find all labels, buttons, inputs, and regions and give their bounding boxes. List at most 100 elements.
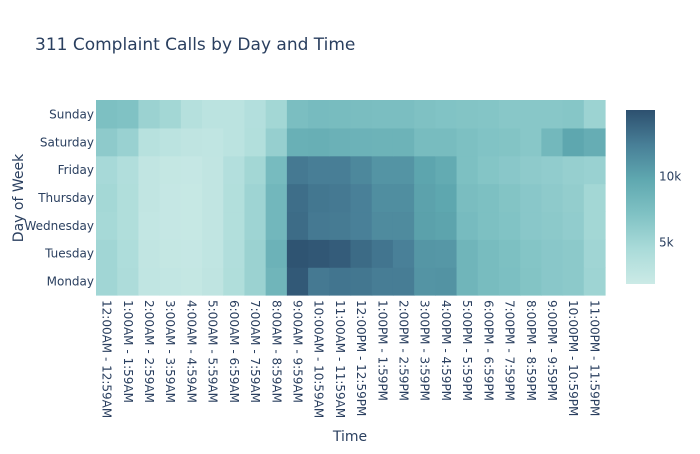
heatmap-cell	[286, 211, 309, 240]
heatmap-cell	[96, 267, 118, 296]
heatmap-cell	[180, 155, 203, 185]
heatmap-cell	[520, 211, 542, 240]
y-tick-label: Thursday	[37, 191, 94, 205]
heatmap-cell	[159, 100, 182, 129]
x-tick-label: 6:00PM - 6:59PM	[481, 300, 495, 401]
heatmap-cell	[414, 183, 436, 213]
heatmap-cell	[138, 211, 161, 240]
heatmap-cell	[159, 239, 182, 268]
heatmap-cell	[435, 127, 458, 157]
heatmap-cell	[202, 127, 224, 157]
heatmap-cell	[350, 183, 373, 213]
heatmap-cell	[350, 211, 373, 240]
x-tick-label: 7:00PM - 7:59PM	[503, 300, 517, 401]
heatmap-cell	[456, 239, 479, 268]
heatmap-cell	[562, 239, 585, 268]
heatmap-cell	[456, 100, 479, 129]
heatmap-cell	[159, 183, 182, 213]
heatmap-cell	[371, 127, 394, 157]
heatmap-cell	[286, 155, 309, 185]
heatmap-cell	[350, 239, 373, 268]
heatmap-cell	[117, 100, 140, 129]
heatmap-cell	[392, 211, 415, 240]
heatmap-cell	[498, 239, 521, 268]
heatmap-cell	[562, 183, 585, 213]
heatmap-cell	[477, 127, 500, 157]
heatmap-cell	[414, 267, 436, 296]
heatmap-cell	[159, 211, 182, 240]
heatmap-cell	[138, 155, 161, 185]
heatmap-cell	[520, 127, 542, 157]
heatmap-cell	[244, 211, 267, 240]
heatmap-cell	[117, 127, 140, 157]
x-tick-label: 1:00AM - 1:59AM	[121, 300, 135, 403]
heatmap-cell	[371, 183, 394, 213]
heatmap-cell	[498, 155, 521, 185]
heatmap-cell	[117, 211, 140, 240]
heatmap-cell	[329, 211, 352, 240]
heatmap-cell	[117, 155, 140, 185]
x-tick-label: 2:00AM - 2:59AM	[142, 300, 156, 403]
heatmap-cell	[265, 155, 288, 185]
x-tick-label: 10:00PM - 10:59PM	[566, 300, 580, 416]
heatmap-cell	[541, 267, 564, 296]
heatmap-cell	[202, 211, 224, 240]
heatmap-cell	[202, 267, 224, 296]
x-tick-label: 4:00PM - 4:59PM	[439, 300, 453, 401]
heatmap-cell	[392, 155, 415, 185]
heatmap-cell	[96, 239, 118, 268]
heatmap-cell	[202, 239, 224, 268]
heatmap-cell	[329, 239, 352, 268]
heatmap-cell	[456, 183, 479, 213]
heatmap-cell	[202, 155, 224, 185]
heatmap-cell	[265, 211, 288, 240]
heatmap-cell	[223, 155, 246, 185]
heatmap-cell	[180, 100, 203, 129]
heatmap-cell	[329, 183, 352, 213]
heatmap-cell	[498, 100, 521, 129]
heatmap-cell	[583, 239, 606, 268]
heatmap-cell	[583, 155, 606, 185]
chart-title: 311 Complaint Calls by Day and Time	[35, 35, 355, 55]
heatmap-cell	[180, 239, 203, 268]
y-tick-label: Tuesday	[44, 247, 94, 261]
x-tick-label: 9:00PM - 9:59PM	[545, 300, 559, 401]
heatmap-cell	[583, 127, 606, 157]
heatmap-cell	[117, 267, 140, 296]
heatmap-cell	[265, 183, 288, 213]
heatmap-cell	[477, 239, 500, 268]
heatmap-cell	[541, 239, 564, 268]
heatmap-cell	[392, 127, 415, 157]
heatmap-cell	[96, 100, 118, 129]
heatmap-cell	[159, 155, 182, 185]
heatmap-cell	[435, 267, 458, 296]
heatmap-cell	[159, 127, 182, 157]
y-tick-label: Saturday	[40, 135, 94, 149]
heatmap-cell	[308, 239, 330, 268]
x-tick-label: 10:00AM - 10:59AM	[312, 300, 326, 418]
heatmap-cell	[583, 100, 606, 129]
heatmap-cell	[265, 127, 288, 157]
heatmap-cell	[498, 127, 521, 157]
x-tick-label: 3:00AM - 3:59AM	[163, 300, 177, 403]
heatmap-cell	[180, 267, 203, 296]
heatmap-cell	[286, 267, 309, 296]
heatmap-cell	[350, 100, 373, 129]
heatmap-cell	[308, 211, 330, 240]
heatmap-cell	[520, 183, 542, 213]
heatmap-cell	[520, 267, 542, 296]
heatmap-cell	[477, 183, 500, 213]
heatmap-cell	[371, 155, 394, 185]
heatmap-cell	[541, 183, 564, 213]
x-axis-ticks: 12:00AM - 12:59AM 1:00AM - 1:59AM 2:00AM -…	[100, 300, 602, 418]
heatmap-cell	[286, 239, 309, 268]
heatmap-cell	[392, 267, 415, 296]
heatmap-cell	[159, 267, 182, 296]
heatmap-cell	[286, 100, 309, 129]
heatmap-cell	[308, 183, 330, 213]
heatmap-cell	[308, 155, 330, 185]
heatmap-cells	[96, 100, 606, 296]
colorbar	[626, 110, 655, 284]
